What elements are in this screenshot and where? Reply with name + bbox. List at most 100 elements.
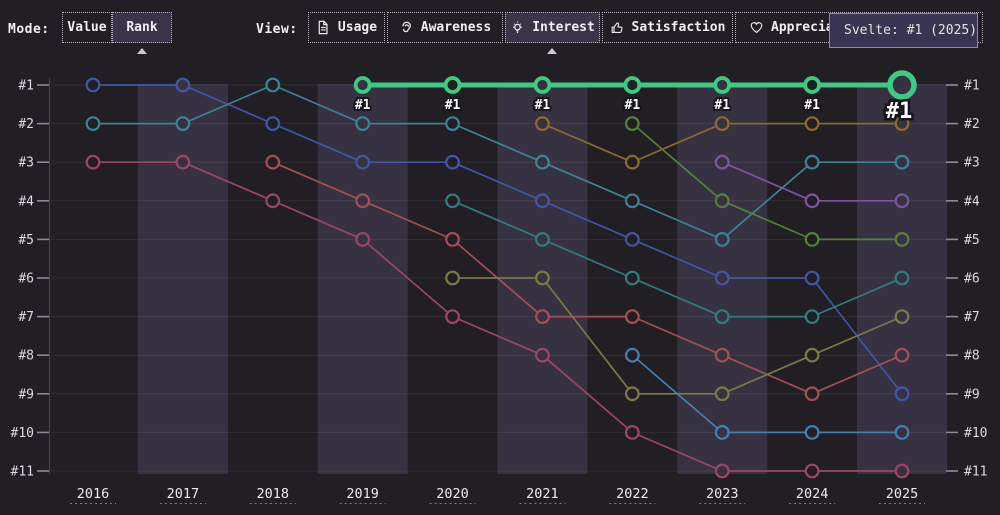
series-point[interactable] — [355, 193, 371, 209]
series-point[interactable] — [445, 193, 460, 209]
series-point[interactable] — [894, 231, 910, 247]
series-dark-teal[interactable] — [445, 193, 910, 325]
series-point[interactable] — [175, 77, 191, 93]
series-point[interactable] — [535, 193, 550, 209]
series-point[interactable] — [445, 270, 460, 286]
series-crimson[interactable] — [265, 154, 910, 402]
series-point[interactable] — [535, 347, 550, 363]
series-point[interactable] — [353, 76, 372, 94]
series-rose[interactable] — [85, 154, 910, 479]
series-point[interactable] — [443, 76, 462, 94]
series-point[interactable] — [714, 154, 730, 170]
series-point[interactable] — [804, 347, 820, 363]
series-point[interactable] — [894, 386, 910, 402]
series-point[interactable] — [624, 154, 640, 170]
series-teal[interactable] — [85, 77, 910, 247]
series-point[interactable] — [894, 425, 910, 440]
x-axis-year-label[interactable]: 2019 — [346, 486, 379, 502]
series-point[interactable] — [714, 116, 730, 131]
series-point[interactable] — [894, 154, 910, 170]
series-point[interactable] — [894, 116, 910, 131]
series-point[interactable] — [714, 347, 730, 363]
series-point[interactable] — [804, 270, 820, 286]
series-point[interactable] — [894, 347, 910, 363]
series-point[interactable] — [624, 270, 640, 286]
series-point[interactable] — [85, 77, 101, 93]
series-point[interactable] — [804, 154, 820, 170]
series-point[interactable] — [714, 231, 730, 247]
series-steel-blue[interactable] — [624, 347, 910, 440]
x-axis-year-label[interactable]: 2023 — [706, 486, 739, 502]
series-point[interactable] — [624, 425, 640, 440]
series-dark-green[interactable] — [624, 116, 910, 247]
left-rank-axis-label: #5 — [18, 233, 34, 248]
series-point[interactable] — [445, 154, 460, 170]
series-point[interactable] — [355, 116, 371, 131]
series-point[interactable] — [804, 463, 820, 479]
series-point[interactable] — [533, 76, 552, 94]
series-point[interactable] — [623, 76, 642, 94]
series-point[interactable] — [535, 270, 550, 286]
series-point[interactable] — [624, 386, 640, 402]
x-axis-year-label[interactable]: 2021 — [526, 486, 559, 502]
series-point[interactable] — [894, 193, 910, 209]
series-point[interactable] — [445, 309, 460, 325]
series-point[interactable] — [265, 154, 281, 170]
series-point[interactable] — [714, 270, 730, 286]
series-point[interactable] — [535, 231, 550, 247]
series-point[interactable] — [265, 116, 281, 131]
view-satisfaction-button[interactable]: Satisfaction — [602, 12, 733, 43]
series-point[interactable] — [624, 116, 640, 131]
series-point[interactable] — [355, 231, 371, 247]
series-mustard[interactable] — [535, 116, 910, 170]
series-point[interactable] — [265, 77, 281, 93]
view-usage-button[interactable]: Usage — [308, 12, 385, 43]
series-point[interactable] — [804, 309, 820, 325]
series-point[interactable] — [624, 231, 640, 247]
view-interest-button[interactable]: Interest — [505, 12, 600, 43]
mode-rank-button[interactable]: Rank — [112, 12, 172, 43]
x-axis-year-label[interactable]: 2018 — [257, 486, 290, 502]
x-axis-year-label[interactable]: 2016 — [77, 486, 110, 502]
series-point[interactable] — [535, 309, 550, 325]
x-axis-year-label[interactable]: 2025 — [886, 486, 919, 502]
series-point[interactable] — [624, 309, 640, 325]
series-point[interactable] — [445, 231, 460, 247]
series-svelte[interactable]: #1 #1 #1 #1 #1 #1 #1 — [353, 70, 917, 127]
series-point[interactable] — [894, 270, 910, 286]
series-point[interactable] — [894, 309, 910, 325]
x-axis-year-label[interactable]: 2022 — [616, 486, 649, 502]
view-awareness-button[interactable]: Awareness — [387, 12, 503, 43]
mode-value-button[interactable]: Value — [62, 12, 112, 43]
series-point[interactable] — [714, 309, 730, 325]
series-point[interactable] — [535, 116, 550, 131]
series-point[interactable] — [804, 193, 820, 209]
series-point[interactable] — [804, 425, 820, 440]
series-point[interactable] — [714, 193, 730, 209]
series-point[interactable] — [887, 70, 917, 100]
series-point[interactable] — [714, 425, 730, 440]
series-point[interactable] — [175, 154, 191, 170]
series-point[interactable] — [265, 193, 281, 209]
series-point[interactable] — [804, 116, 820, 131]
series-point[interactable] — [355, 154, 371, 170]
series-point[interactable] — [714, 386, 730, 402]
series-point[interactable] — [894, 463, 910, 479]
series-point[interactable] — [803, 76, 822, 94]
series-purple[interactable] — [714, 154, 910, 209]
series-point[interactable] — [624, 347, 640, 363]
series-point[interactable] — [85, 116, 101, 131]
series-point[interactable] — [804, 386, 820, 402]
x-axis-year-label[interactable]: 2020 — [436, 486, 469, 502]
x-axis-year-label[interactable]: 2024 — [796, 486, 829, 502]
series-point[interactable] — [804, 231, 820, 247]
x-axis-year-label[interactable]: 2017 — [167, 486, 200, 502]
series-point[interactable] — [713, 76, 732, 94]
series-point[interactable] — [445, 116, 460, 131]
series-point[interactable] — [535, 154, 550, 170]
series-point[interactable] — [85, 154, 101, 170]
series-point[interactable] — [624, 193, 640, 209]
series-point[interactable] — [714, 463, 730, 479]
series-point[interactable] — [175, 116, 191, 131]
